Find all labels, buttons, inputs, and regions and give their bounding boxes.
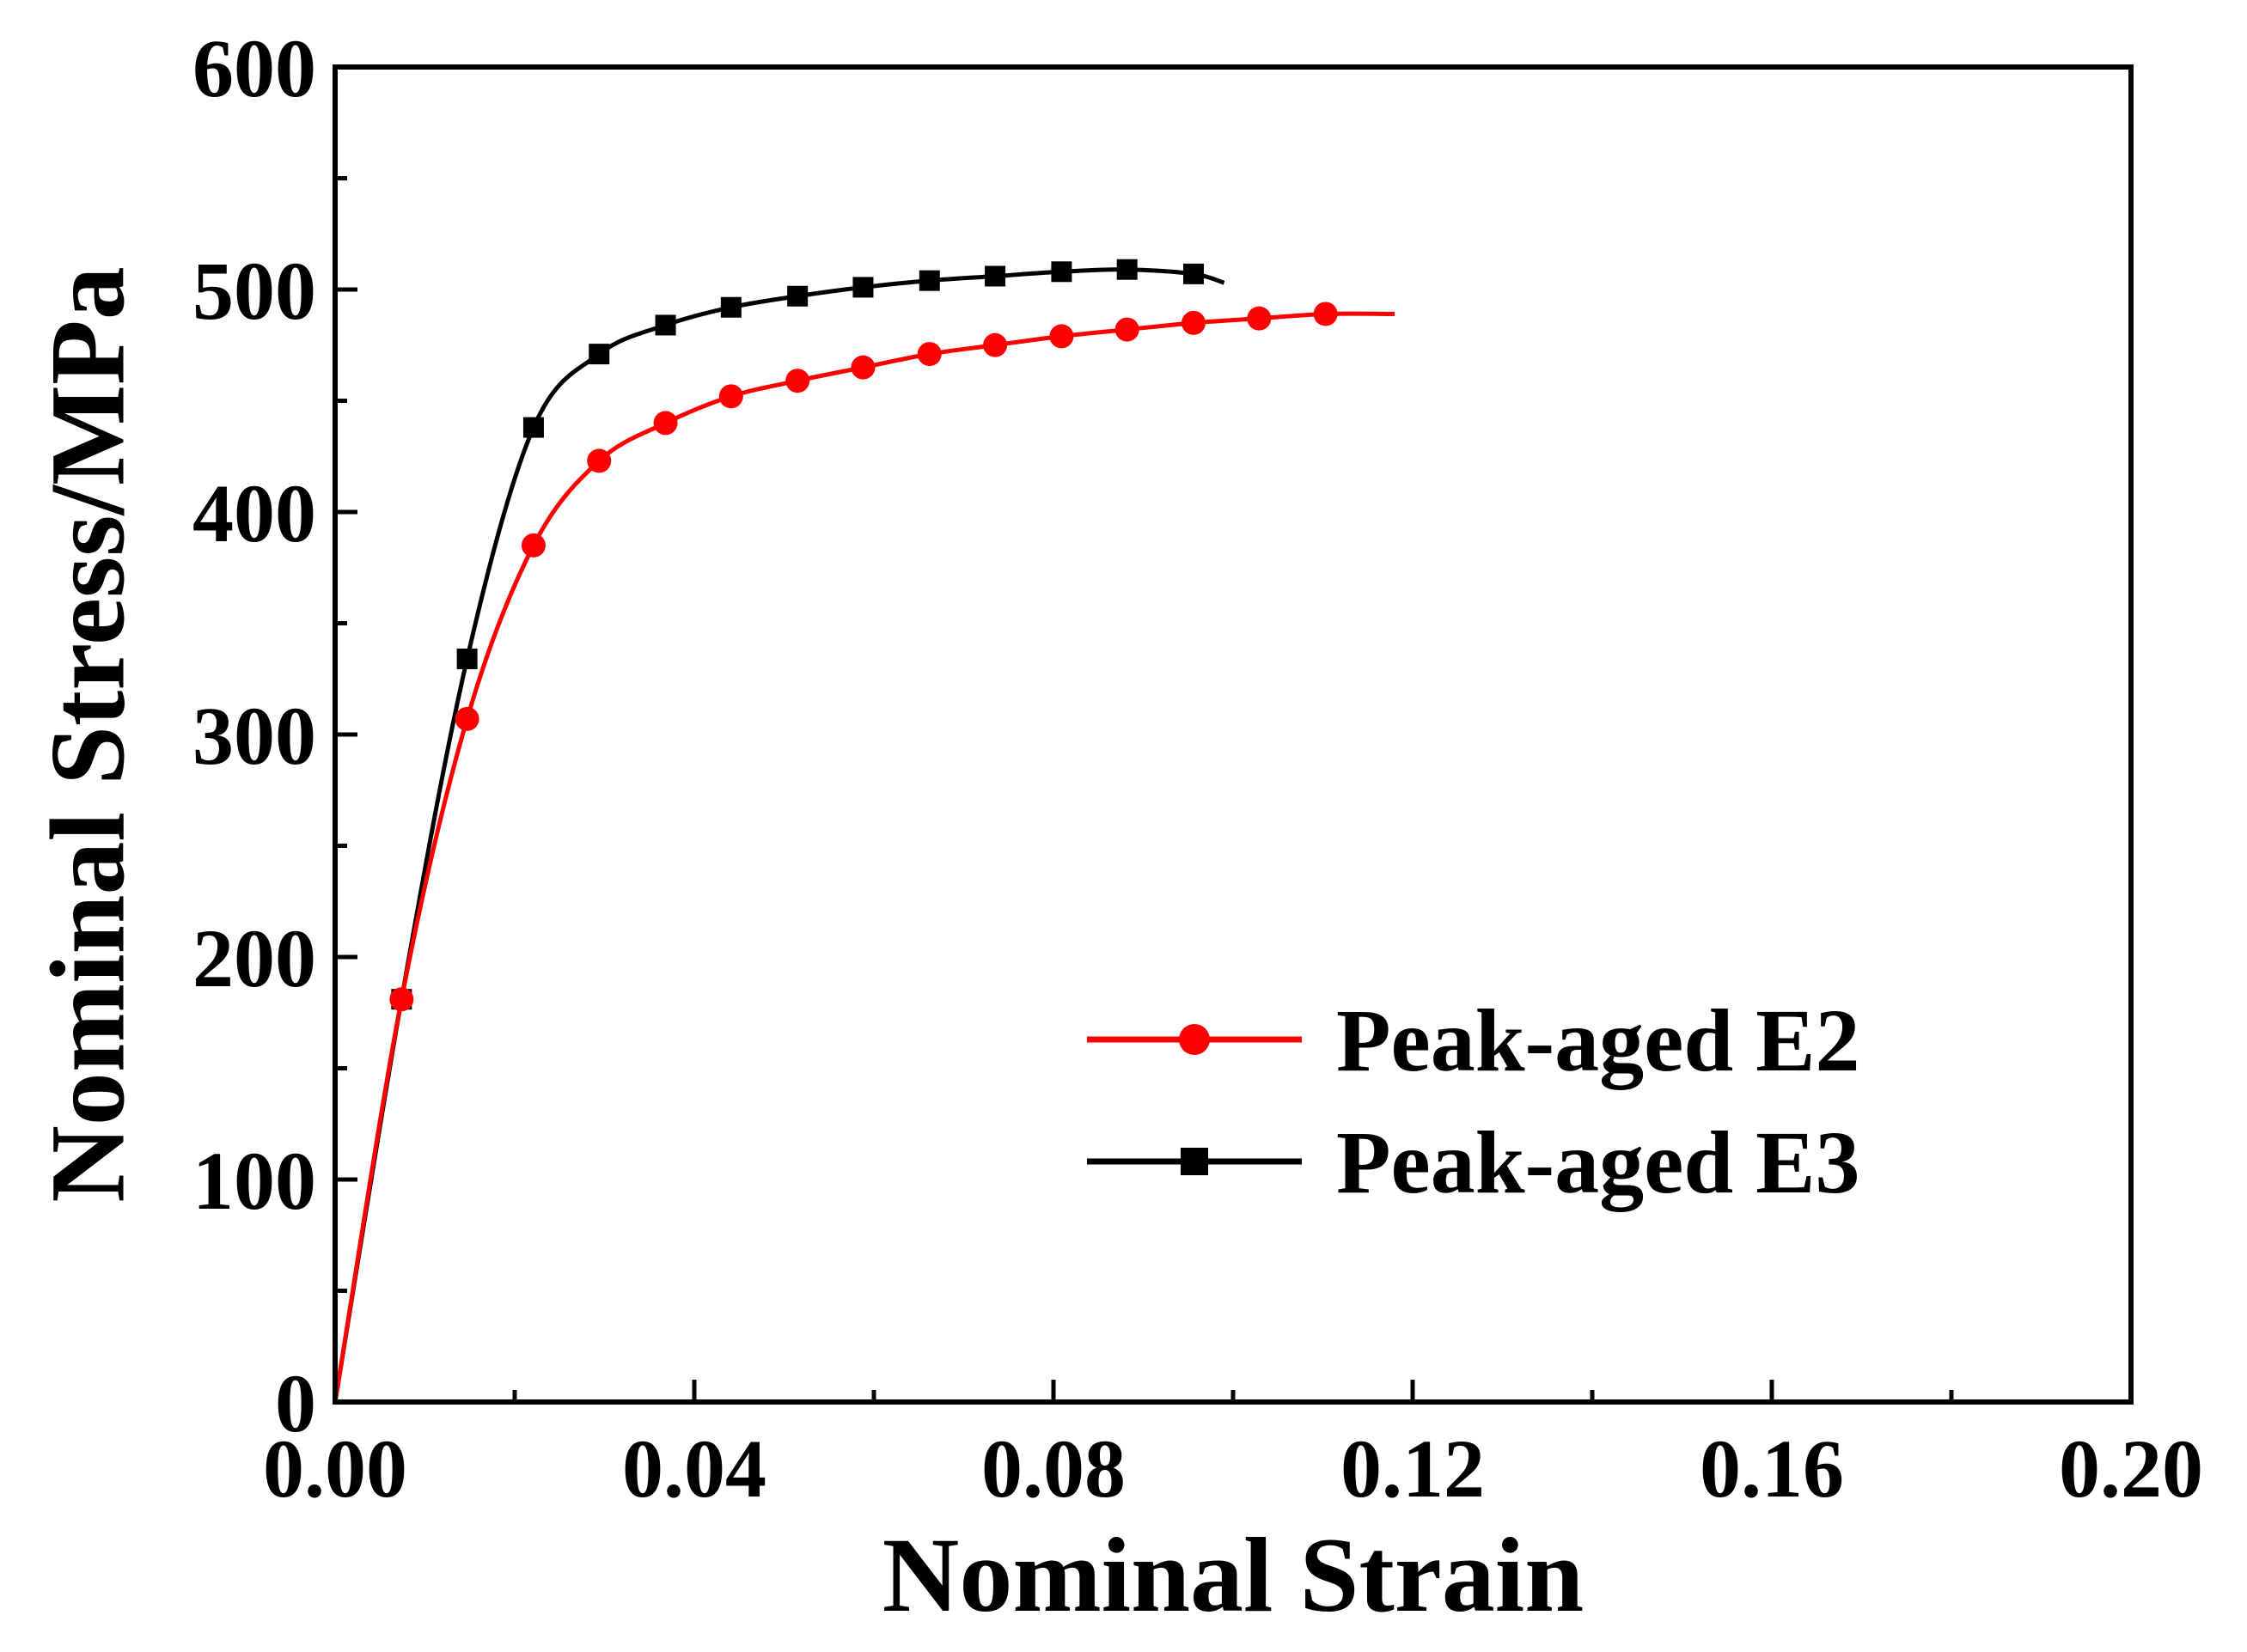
data-point-peak-aged-e2 xyxy=(983,332,1008,357)
x-tick-label: 0.12 xyxy=(1340,1423,1485,1515)
data-point-peak-aged-e3 xyxy=(1183,263,1205,284)
x-tick-label: 0.04 xyxy=(622,1423,766,1515)
data-point-peak-aged-e3 xyxy=(1051,261,1072,283)
y-tick-label: 500 xyxy=(192,245,316,337)
y-axis-title: Nominal Stress/MPa xyxy=(28,266,146,1203)
data-point-peak-aged-e2 xyxy=(785,369,810,393)
data-point-peak-aged-e3 xyxy=(589,344,610,365)
data-point-peak-aged-e3 xyxy=(787,285,809,307)
data-point-peak-aged-e2 xyxy=(1049,324,1074,349)
x-tick-label: 0.20 xyxy=(2059,1423,2203,1515)
data-point-peak-aged-e2 xyxy=(389,987,414,1012)
y-tick-label: 100 xyxy=(192,1135,316,1227)
data-point-peak-aged-e3 xyxy=(655,314,676,336)
data-point-peak-aged-e2 xyxy=(1114,317,1139,342)
y-tick-label: 600 xyxy=(192,22,316,114)
legend-marker-peak-aged-e2 xyxy=(1179,1024,1210,1055)
x-tick-label: 0.08 xyxy=(981,1423,1126,1515)
data-point-peak-aged-e2 xyxy=(1247,306,1272,331)
y-tick-labels: 0 100 200 300 400 500 600 xyxy=(192,22,316,1449)
data-point-peak-aged-e3 xyxy=(852,277,874,298)
x-axis-title: Nominal Strain xyxy=(882,1516,1584,1634)
series-layer xyxy=(333,259,1395,1403)
x-tick-label: 0.00 xyxy=(263,1423,407,1515)
data-point-peak-aged-e3 xyxy=(720,296,742,318)
data-point-peak-aged-e2 xyxy=(587,448,612,473)
legend-label-peak-aged-e2: Peak-aged E2 xyxy=(1336,991,1860,1090)
data-point-peak-aged-e2 xyxy=(653,411,678,436)
data-point-peak-aged-e2 xyxy=(1313,302,1338,326)
data-point-peak-aged-e2 xyxy=(718,384,743,409)
y-tick-label: 400 xyxy=(192,467,316,559)
data-point-peak-aged-e3 xyxy=(1116,259,1138,280)
y-tick-label: 300 xyxy=(192,690,316,782)
data-point-peak-aged-e3 xyxy=(985,265,1006,287)
data-point-peak-aged-e3 xyxy=(919,270,940,291)
data-point-peak-aged-e3 xyxy=(522,417,544,438)
data-point-peak-aged-e2 xyxy=(917,342,942,367)
y-tick-label: 200 xyxy=(192,912,316,1004)
data-point-peak-aged-e2 xyxy=(851,355,876,380)
x-tick-labels: 0.00 0.04 0.08 0.12 0.16 0.20 xyxy=(263,1423,2203,1515)
data-point-peak-aged-e2 xyxy=(521,533,546,558)
legend-label-peak-aged-e3: Peak-aged E3 xyxy=(1336,1113,1860,1212)
data-point-peak-aged-e3 xyxy=(456,648,478,669)
legend: Peak-aged E2 Peak-aged E3 xyxy=(1087,991,1860,1212)
data-point-peak-aged-e2 xyxy=(1182,310,1206,335)
y-tick-label: 0 xyxy=(275,1357,316,1449)
data-point-peak-aged-e2 xyxy=(455,706,479,731)
plot-frame xyxy=(333,64,2134,1405)
x-tick-label: 0.16 xyxy=(1700,1423,1844,1515)
legend-marker-peak-aged-e3 xyxy=(1181,1148,1208,1175)
